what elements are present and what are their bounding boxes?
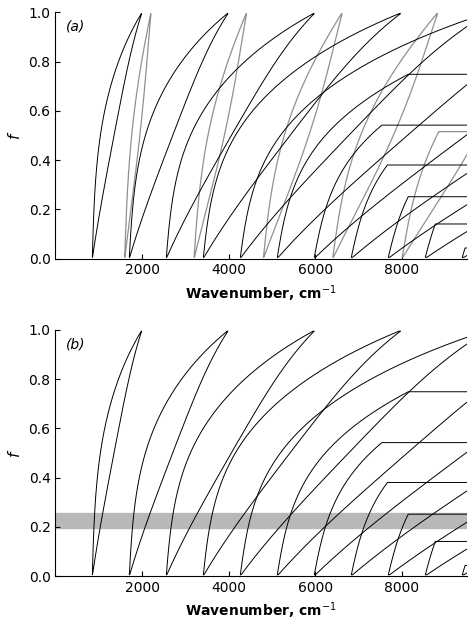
Bar	[55, 513, 467, 528]
Text: (a): (a)	[66, 20, 85, 34]
Y-axis label: $f$: $f$	[7, 448, 23, 458]
X-axis label: Wavenumber, cm$^{-1}$: Wavenumber, cm$^{-1}$	[185, 600, 337, 621]
X-axis label: Wavenumber, cm$^{-1}$: Wavenumber, cm$^{-1}$	[185, 283, 337, 303]
Text: (b): (b)	[66, 337, 85, 351]
Y-axis label: $f$: $f$	[7, 131, 23, 140]
